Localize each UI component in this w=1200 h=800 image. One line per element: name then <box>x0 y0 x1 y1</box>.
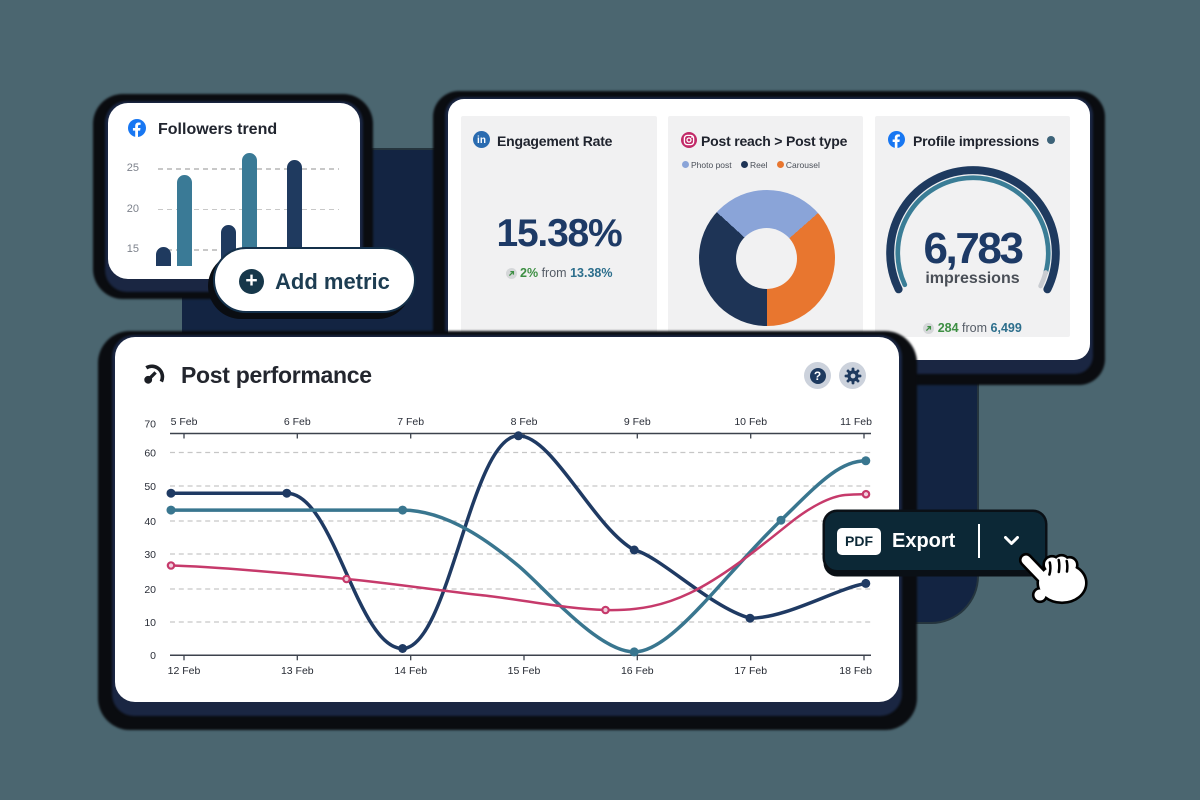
svg-text:12 Feb: 12 Feb <box>168 665 201 677</box>
svg-text:30: 30 <box>144 549 156 561</box>
svg-text:40: 40 <box>144 516 156 528</box>
svg-text:11 Feb: 11 Feb <box>840 416 872 428</box>
svg-text:50: 50 <box>144 481 156 493</box>
svg-text:70: 70 <box>144 418 156 430</box>
svg-text:15 Feb: 15 Feb <box>508 665 541 677</box>
svg-text:7 Feb: 7 Feb <box>397 416 424 428</box>
svg-text:10 Feb: 10 Feb <box>734 416 767 428</box>
svg-text:16 Feb: 16 Feb <box>621 665 654 677</box>
svg-text:8 Feb: 8 Feb <box>511 416 538 428</box>
svg-text:14 Feb: 14 Feb <box>394 665 427 677</box>
svg-text:0: 0 <box>150 650 156 662</box>
svg-text:17 Feb: 17 Feb <box>734 665 767 677</box>
svg-text:20: 20 <box>144 584 156 596</box>
svg-text:10: 10 <box>144 617 156 629</box>
svg-text:13 Feb: 13 Feb <box>281 665 314 677</box>
svg-text:18 Feb: 18 Feb <box>839 665 872 677</box>
svg-text:9 Feb: 9 Feb <box>624 416 651 428</box>
svg-text:in: in <box>477 135 486 146</box>
svg-text:60: 60 <box>144 447 156 459</box>
svg-text:5 Feb: 5 Feb <box>171 416 198 428</box>
svg-text:6 Feb: 6 Feb <box>284 416 311 428</box>
